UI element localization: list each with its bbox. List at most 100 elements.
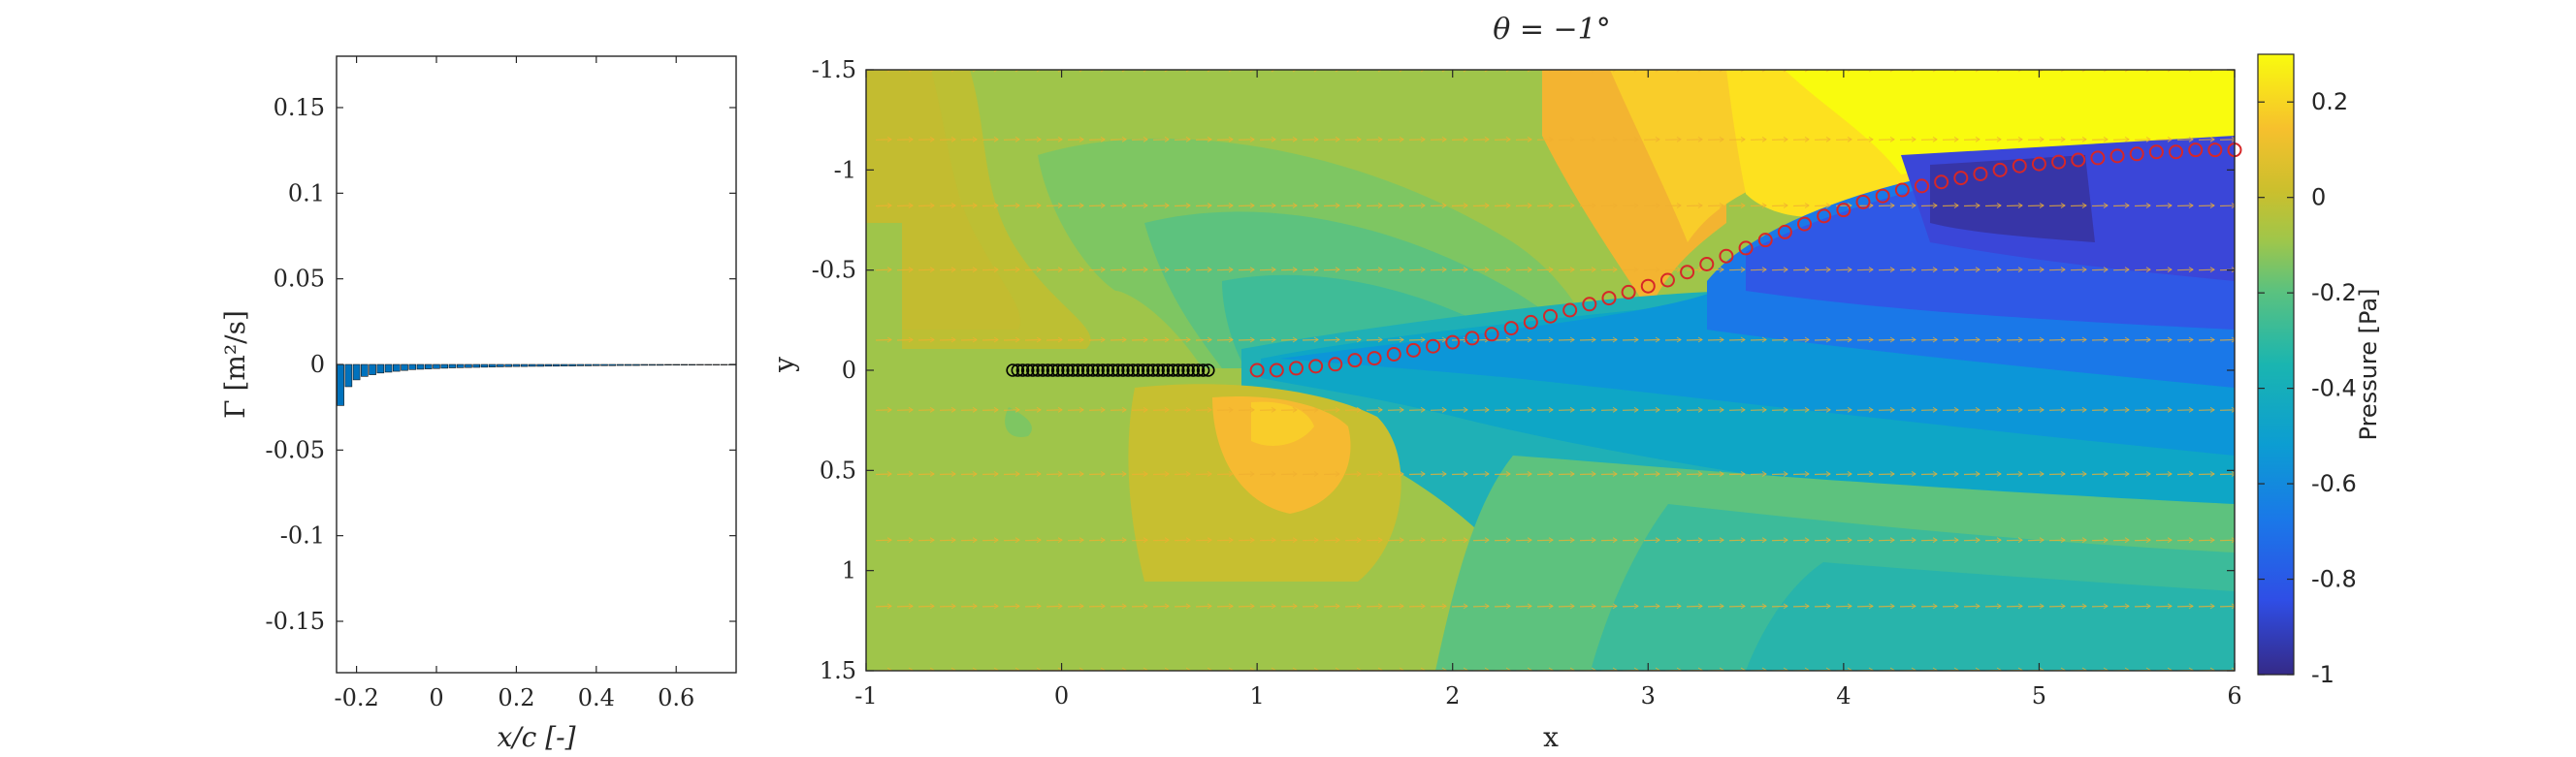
velocity-arrow-head <box>1932 267 1938 273</box>
velocity-arrow <box>1174 205 1191 207</box>
body-marker <box>1046 363 1060 377</box>
circulation-bar <box>456 363 465 368</box>
velocity-arrow <box>1771 338 1788 341</box>
wake-marker <box>1386 346 1401 362</box>
velocity-arrow-head <box>2103 603 2109 610</box>
velocity-arrow-head <box>1100 70 1106 73</box>
velocity-arrow-head <box>1207 136 1212 142</box>
velocity-arrow-head <box>2060 471 2066 477</box>
velocity-arrow-head <box>1185 267 1191 273</box>
velocity-arrow <box>918 205 935 207</box>
velocity-arrow-head <box>2188 471 2194 477</box>
velocity-arrow <box>2112 605 2130 608</box>
velocity-arrow <box>1408 139 1426 141</box>
circulation-bar <box>369 363 376 375</box>
velocity-arrow <box>1131 268 1148 271</box>
velocity-arrow <box>960 539 978 542</box>
velocity-arrow <box>2027 205 2045 207</box>
velocity-arrow-head <box>1463 136 1468 142</box>
body-marker <box>1151 363 1165 377</box>
velocity-arrow-head <box>1313 203 1319 208</box>
velocity-arrow <box>1643 409 1660 411</box>
velocity-arrow <box>1984 605 2002 608</box>
velocity-arrows <box>875 70 2235 671</box>
y-tick-label: 0 <box>310 351 325 378</box>
velocity-arrow <box>1664 205 1682 207</box>
velocity-arrow-head <box>1313 471 1319 477</box>
velocity-arrow <box>2198 205 2215 207</box>
wake-marker <box>1465 331 1480 346</box>
velocity-arrow-head <box>929 537 935 544</box>
velocity-arrow-head <box>1292 471 1298 477</box>
velocity-arrow-head <box>2188 603 2194 610</box>
velocity-arrow-head <box>2017 336 2023 343</box>
velocity-arrow <box>1707 539 1724 542</box>
velocity-arrow-head <box>1292 203 1298 208</box>
velocity-arrow-head <box>1505 471 1511 477</box>
velocity-arrow-head <box>1612 406 1618 413</box>
velocity-arrow-head <box>1164 537 1170 544</box>
velocity-arrow-head <box>1761 336 1767 343</box>
velocity-arrow-head <box>1911 70 1916 73</box>
velocity-arrow-head <box>929 70 935 73</box>
velocity-arrow <box>2027 268 2045 271</box>
velocity-arrow <box>982 205 999 207</box>
velocity-arrow <box>1664 139 1682 141</box>
velocity-arrow <box>2112 139 2130 141</box>
pressure-colorbar: 0.2 0 -0.2 -0.4 -0.6 -0.8 -1 Pressure [Pa] <box>2257 53 2382 688</box>
velocity-arrow-head <box>1356 267 1362 273</box>
velocity-arrow-head <box>2209 203 2215 208</box>
velocity-arrow-head <box>1655 406 1660 413</box>
velocity-arrow-head <box>908 203 914 208</box>
body-marker <box>1126 363 1141 377</box>
velocity-arrow-head <box>2103 336 2109 343</box>
colorbar-label: Pressure [Pa] <box>2355 289 2382 441</box>
velocity-arrow <box>1110 139 1127 141</box>
velocity-arrow-head <box>2209 136 2215 142</box>
velocity-arrow <box>1707 205 1724 207</box>
velocity-arrow <box>1536 139 1554 141</box>
wake-marker <box>2031 156 2046 172</box>
velocity-arrow <box>1792 268 1810 271</box>
velocity-arrow <box>1046 205 1063 207</box>
velocity-arrow-head <box>1271 336 1276 343</box>
velocity-arrow-head <box>1825 406 1831 413</box>
velocity-arrow <box>896 605 914 608</box>
velocity-arrow-head <box>1953 70 1959 73</box>
velocity-arrow-head <box>972 471 978 477</box>
velocity-arrow <box>1003 409 1020 411</box>
velocity-arrow-head <box>1313 136 1319 142</box>
velocity-arrow-head <box>1036 406 1042 413</box>
velocity-arrow-head <box>2231 267 2235 273</box>
body-marker <box>1061 363 1075 377</box>
velocity-arrow <box>1664 539 1682 542</box>
velocity-arrow <box>1195 268 1212 271</box>
velocity-arrow <box>918 139 935 141</box>
velocity-arrow <box>2219 539 2235 542</box>
velocity-arrow <box>2048 338 2066 341</box>
velocity-arrow <box>896 338 914 341</box>
velocity-arrow-head <box>1548 471 1554 477</box>
velocity-arrow <box>1216 268 1234 271</box>
circulation-bar <box>568 363 576 366</box>
velocity-arrow <box>1366 473 1383 476</box>
wake-marker <box>1484 327 1499 342</box>
velocity-arrow <box>1707 473 1724 476</box>
velocity-arrow-head <box>908 406 914 413</box>
circulation-bar <box>552 363 561 367</box>
wake-marker <box>2051 154 2067 170</box>
velocity-arrow <box>1408 409 1426 411</box>
velocity-arrow-head <box>2124 471 2130 477</box>
body-marker <box>1026 363 1040 377</box>
velocity-arrow-head <box>1527 336 1532 343</box>
velocity-arrow-head <box>1335 537 1340 544</box>
velocity-arrow <box>939 539 956 542</box>
velocity-arrow-head <box>1121 136 1127 142</box>
velocity-arrow <box>918 539 935 542</box>
velocity-arrow <box>1963 473 1980 476</box>
velocity-arrow <box>1088 268 1106 271</box>
velocity-arrow <box>1387 338 1404 341</box>
velocity-arrow <box>1003 338 1020 341</box>
velocity-arrow-head <box>2188 267 2194 273</box>
velocity-arrow-head <box>1271 136 1276 142</box>
